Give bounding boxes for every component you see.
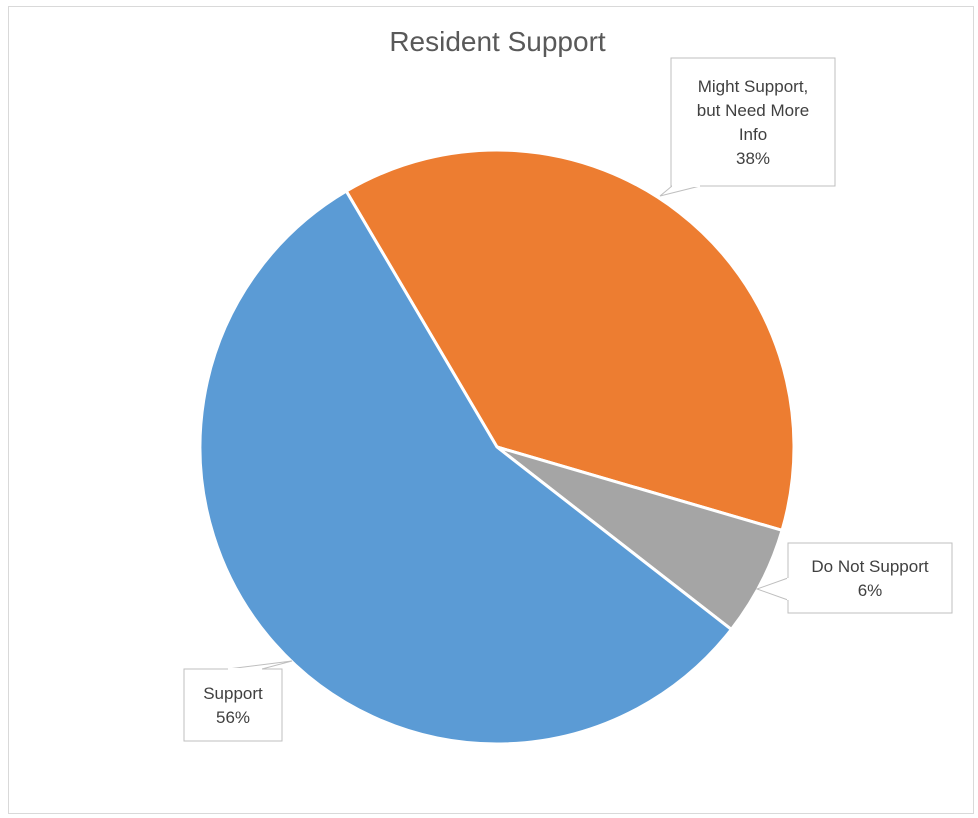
callout-do-not-support: Do Not Support 6% bbox=[755, 542, 953, 614]
callout-box bbox=[183, 668, 283, 742]
data-label-percent: 38% bbox=[736, 149, 770, 168]
pie-callouts: Support 56% Might Support, but Need More Inf… bbox=[183, 57, 953, 742]
data-label-category: but Need More bbox=[697, 101, 809, 120]
callout-pointer bbox=[659, 185, 701, 197]
callout-pointer bbox=[227, 660, 293, 670]
pie-slice-support bbox=[198, 189, 733, 746]
data-label-category: Do Not Support bbox=[811, 557, 928, 576]
callout-might-support-but-need-more-info: Might Support, but Need More Info 38% bbox=[659, 57, 836, 197]
data-label-category: Support bbox=[203, 684, 263, 703]
callout-support: Support 56% bbox=[183, 660, 293, 742]
data-label-category: Might Support, bbox=[698, 77, 809, 96]
callout-box bbox=[670, 57, 836, 187]
data-label-percent: 56% bbox=[216, 708, 250, 727]
data-label-category: Info bbox=[739, 125, 767, 144]
data-label-percent: 6% bbox=[858, 581, 883, 600]
callout-box bbox=[787, 542, 953, 614]
chart-title: Resident Support bbox=[389, 26, 606, 57]
pie-slices bbox=[198, 148, 796, 746]
pie-slice-might-support-but-need-more-info bbox=[344, 148, 796, 532]
